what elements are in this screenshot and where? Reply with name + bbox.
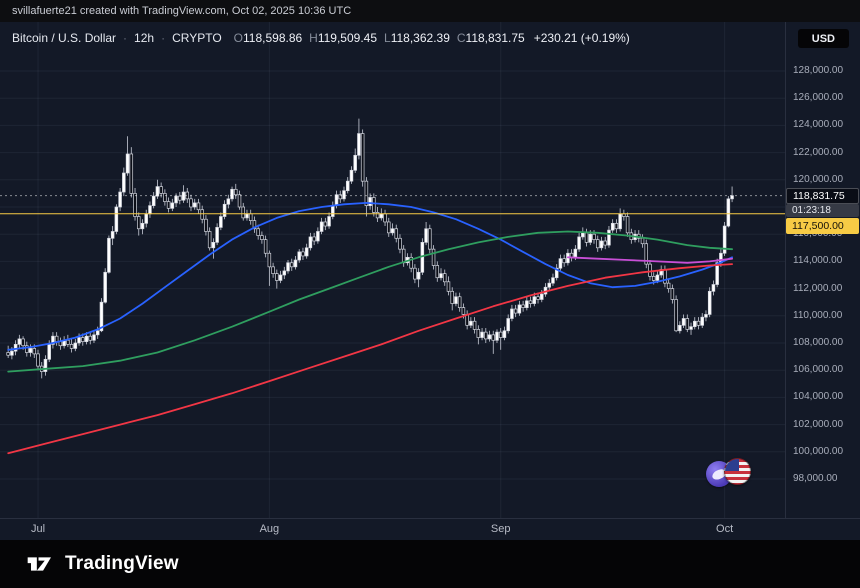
chart-area: Bitcoin / U.S. Dollar · 12h · CRYPTO O11…	[0, 22, 860, 540]
ohlc-close: C118,831.75	[456, 31, 525, 45]
ma-green-line	[7, 230, 733, 373]
separator: ·	[161, 31, 166, 45]
currency-toggle-button[interactable]: USD	[797, 29, 849, 48]
alert-price-label[interactable]: 117,500.00	[786, 217, 859, 234]
ohlc-values: O118,598.86 H119,509.45 L118,362.39 C118…	[234, 31, 525, 45]
exchange-label: CRYPTO	[172, 31, 222, 45]
symbol-title[interactable]: Bitcoin / U.S. Dollar	[12, 31, 117, 45]
price-tick-label: 104,000.00	[793, 391, 844, 403]
bar-countdown-label: 01:23:18	[786, 203, 859, 217]
candlestick-chart[interactable]	[0, 22, 785, 518]
price-tick-label: 112,000.00	[793, 282, 843, 294]
time-axis-label-oct: Oct	[716, 523, 734, 535]
time-axis-label-aug: Aug	[259, 523, 280, 535]
candles-series	[6, 118, 734, 379]
usa-flag-sticker-icon	[724, 458, 751, 485]
time-axis-label-jul: Jul	[30, 523, 46, 535]
last-price-label: 118,831.75	[786, 187, 859, 204]
symbol-info-bar[interactable]: Bitcoin / U.S. Dollar · 12h · CRYPTO O11…	[12, 31, 630, 45]
chart-stickers[interactable]	[706, 458, 766, 490]
price-tick-label: 122,000.00	[793, 146, 844, 158]
price-tick-label: 110,000.00	[793, 309, 843, 321]
attribution-text: svillafuerte21 created with TradingView.…	[12, 5, 352, 17]
ohlc-open: O118,598.86	[233, 31, 303, 45]
ma-red-line	[7, 263, 733, 455]
tradingview-logo-icon	[27, 557, 51, 571]
price-tick-label: 102,000.00	[793, 418, 844, 430]
price-tick-label: 108,000.00	[793, 337, 844, 348]
time-axis[interactable]: Jul Aug Sep Oct	[0, 518, 860, 540]
price-tick-label: 126,000.00	[793, 92, 844, 104]
tradingview-wordmark: TradingView	[65, 553, 179, 574]
price-tick-label: 106,000.00	[793, 364, 844, 376]
price-tick-label: 100,000.00	[793, 445, 844, 457]
ma-purple-line	[567, 256, 733, 264]
footer-bar: TradingView	[0, 540, 860, 588]
price-tick-label: 120,000.00	[793, 173, 844, 185]
price-axis[interactable]: 128,000.00 126,000.00 124,000.00 122,000.00…	[785, 22, 860, 518]
attribution-bar: svillafuerte21 created with TradingView.…	[0, 0, 860, 22]
interval-label[interactable]: 12h	[134, 31, 155, 45]
ohlc-high: H119,509.45	[309, 31, 378, 45]
change-value: +230.21 (+0.19%)	[533, 31, 630, 45]
time-axis-label-sep: Sep	[490, 523, 511, 535]
price-tick-label: 124,000.00	[793, 119, 844, 131]
price-tick-label: 98,000.00	[793, 473, 838, 484]
price-tick-label: 114,000.00	[793, 255, 843, 267]
price-tick-label: 128,000.00	[793, 65, 844, 76]
ma-blue-line	[7, 202, 733, 351]
ohlc-low: L118,362.39	[384, 31, 450, 45]
separator: ·	[123, 31, 128, 45]
